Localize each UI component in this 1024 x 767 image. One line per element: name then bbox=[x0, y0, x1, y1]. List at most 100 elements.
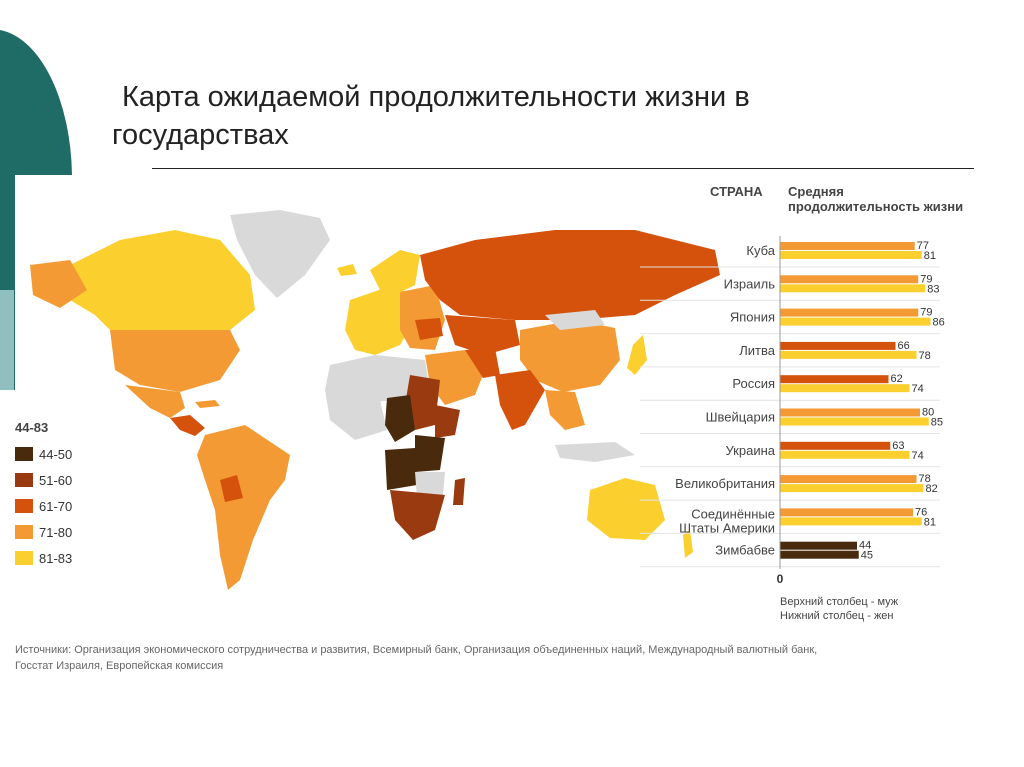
bar-male bbox=[780, 341, 896, 350]
region-madagascar bbox=[453, 478, 465, 505]
legend-item: 51-60 bbox=[15, 467, 95, 493]
bar-female bbox=[780, 350, 917, 359]
axis-zero-label: 0 bbox=[777, 572, 784, 586]
source-line-2: Госстат Израиля, Европейская комиссия bbox=[15, 660, 224, 672]
value-label-female: 86 bbox=[933, 317, 945, 329]
legend-label: 71-80 bbox=[39, 524, 73, 540]
value-label-female: 78 bbox=[919, 350, 931, 362]
region-se-asia bbox=[545, 390, 585, 430]
value-label-male: 66 bbox=[898, 340, 910, 352]
region-ukraine bbox=[415, 318, 443, 340]
country-label: Литва bbox=[739, 343, 776, 358]
value-label-female: 74 bbox=[912, 383, 924, 395]
bar-male bbox=[780, 541, 857, 550]
value-label-male: 62 bbox=[891, 373, 903, 385]
region-usa bbox=[110, 330, 240, 392]
bar-female bbox=[780, 317, 931, 326]
country-label: Штаты Америки bbox=[679, 520, 775, 535]
legend-item: 81-83 bbox=[15, 545, 95, 571]
value-label-male: 79 bbox=[920, 273, 932, 285]
region-iceland bbox=[337, 264, 357, 276]
region-zambia bbox=[415, 472, 445, 498]
value-label-male: 79 bbox=[920, 307, 932, 319]
region-east-africa bbox=[415, 435, 445, 472]
region-north-africa bbox=[325, 355, 430, 405]
teal-stripe-shape bbox=[0, 290, 14, 390]
region-alaska bbox=[30, 260, 87, 308]
source-line-1: Источники: Организация экономического со… bbox=[15, 644, 818, 656]
title-line-1: Карта ожидаемой продолжительности жизни … bbox=[122, 81, 750, 113]
value-label-female: 83 bbox=[927, 283, 939, 295]
bar-female bbox=[780, 517, 922, 526]
value-label-female: 85 bbox=[931, 417, 943, 429]
legend-swatch bbox=[15, 525, 33, 539]
region-mongolia bbox=[545, 310, 605, 330]
teal-arc-shape bbox=[0, 30, 72, 390]
bar-female bbox=[780, 550, 859, 559]
chart-note: Верхний столбец - муж Нижний столбец - ж… bbox=[780, 595, 898, 623]
bar-female bbox=[780, 251, 922, 259]
bar-male bbox=[780, 308, 919, 317]
value-label-female: 74 bbox=[912, 450, 924, 462]
bar-male bbox=[780, 508, 913, 517]
region-cuba bbox=[195, 400, 220, 408]
region-western-europe bbox=[345, 288, 415, 355]
region-new-zealand bbox=[683, 530, 693, 558]
region-central-america bbox=[170, 415, 205, 436]
map-legend: 44-83 44-50 51-60 61-70 71-80 81-83 bbox=[15, 420, 95, 571]
region-china bbox=[520, 320, 620, 392]
legend-item: 44-50 bbox=[15, 441, 95, 467]
value-label-female: 82 bbox=[926, 483, 938, 495]
legend-label: 81-83 bbox=[39, 550, 73, 566]
region-iran bbox=[465, 348, 500, 378]
region-russia bbox=[420, 230, 720, 320]
country-label: Великобритания bbox=[675, 476, 775, 491]
legend-swatch bbox=[15, 473, 33, 487]
region-ethiopia bbox=[435, 405, 460, 438]
country-label: Япония bbox=[730, 310, 775, 325]
bar-male bbox=[780, 408, 920, 417]
bar-male bbox=[780, 275, 919, 284]
region-australia bbox=[587, 478, 665, 540]
bar-female bbox=[780, 450, 910, 459]
value-label-male: 44 bbox=[859, 540, 871, 552]
bar-male bbox=[780, 475, 917, 484]
region-southern-africa bbox=[390, 490, 445, 540]
country-label: Израиль bbox=[724, 276, 776, 291]
country-label: Зимбабве bbox=[715, 543, 775, 558]
note-male: Верхний столбец - муж bbox=[780, 596, 899, 608]
value-label-male: 77 bbox=[917, 240, 929, 252]
region-central-africa bbox=[385, 395, 415, 442]
legend-swatch bbox=[15, 447, 33, 461]
bar-female bbox=[780, 484, 924, 493]
region-scandinavia bbox=[370, 250, 420, 295]
value-label-male: 78 bbox=[919, 473, 931, 485]
legend-item: 71-80 bbox=[15, 519, 95, 545]
value-label-female: 45 bbox=[861, 550, 873, 562]
world-map bbox=[30, 210, 720, 590]
country-label: Швейцария bbox=[706, 410, 775, 425]
bar-female bbox=[780, 417, 929, 426]
chart-header-value: Средняя продолжительность жизни bbox=[788, 184, 964, 214]
legend-label: 51-60 bbox=[39, 472, 73, 488]
bar-female bbox=[780, 284, 926, 293]
region-south-america bbox=[197, 425, 290, 590]
value-label-male: 76 bbox=[915, 506, 927, 518]
value-label-female: 81 bbox=[924, 516, 936, 528]
bar-male bbox=[780, 375, 889, 384]
note-female: Нижний столбец - жен bbox=[780, 610, 894, 622]
source-text: Источники: Организация экономического со… bbox=[15, 642, 1005, 674]
value-label-male: 63 bbox=[892, 440, 904, 452]
region-west-africa bbox=[325, 390, 387, 440]
legend-swatch bbox=[15, 551, 33, 565]
chart-header-country: СТРАНА bbox=[710, 184, 763, 199]
bar-male bbox=[780, 242, 915, 250]
slide-decoration bbox=[0, 30, 72, 390]
bar-female bbox=[780, 384, 910, 393]
country-label: Украина bbox=[726, 443, 776, 458]
region-middle-east bbox=[425, 350, 485, 405]
region-japan bbox=[627, 335, 647, 375]
title-line-2: государствах bbox=[112, 119, 289, 151]
country-label: Соединённые bbox=[691, 506, 775, 521]
